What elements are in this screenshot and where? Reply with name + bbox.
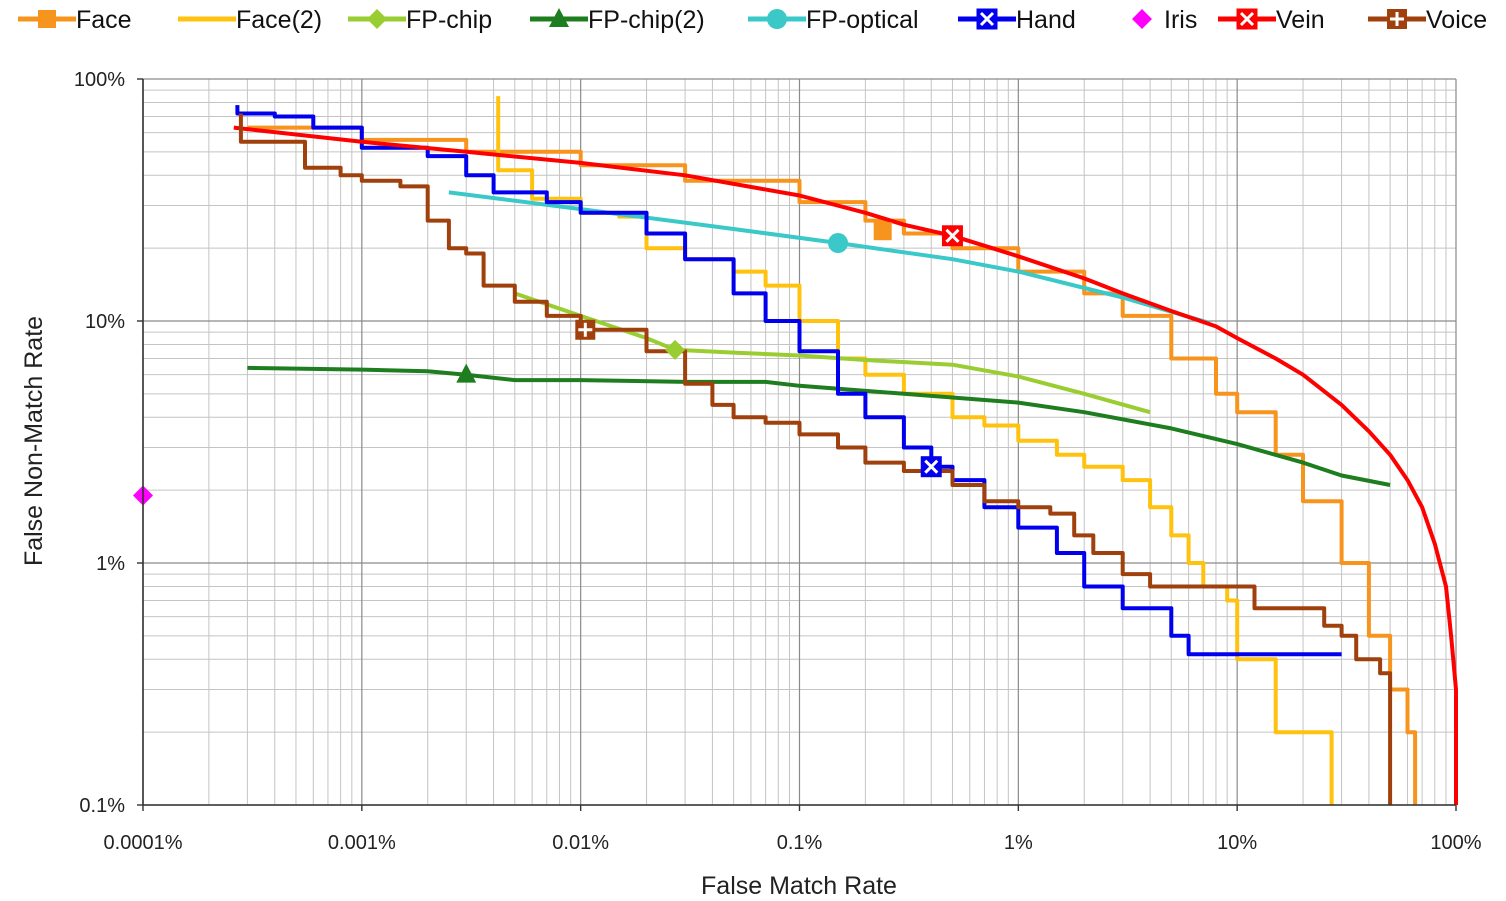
legend-label-hand: Hand <box>1016 6 1076 34</box>
legend-label-fp-optical: FP-optical <box>806 6 919 34</box>
series-marker-face <box>873 222 892 241</box>
legend-item-face: Face <box>18 6 132 34</box>
x-tick-label: 100% <box>1430 832 1481 854</box>
legend-item-face-2: Face(2) <box>178 6 322 34</box>
y-tick-label: 1% <box>96 553 125 575</box>
legend-label-fp-chip: FP-chip <box>406 6 492 34</box>
x-tick-label: 1% <box>1004 832 1033 854</box>
y-tick-label: 100% <box>74 69 125 91</box>
series-marker-hand <box>920 456 942 478</box>
legend-marker-vein <box>1236 8 1258 30</box>
legend-label-voice: Voice <box>1426 6 1487 34</box>
y-tick-label: 0.1% <box>79 795 125 817</box>
legend-item-fp-optical: FP-optical <box>748 6 919 34</box>
legend-item-fp-chip: FP-chip <box>348 6 492 34</box>
legend-label-vein: Vein <box>1276 6 1325 34</box>
legend-swatch-iris <box>1132 9 1152 29</box>
legend-label-fp-chip-2: FP-chip(2) <box>588 6 705 34</box>
x-tick-label: 10% <box>1217 832 1257 854</box>
y-tick-label: 10% <box>85 311 125 333</box>
series-line-voice <box>238 113 1393 805</box>
series-line-hand <box>235 105 1342 657</box>
series-marker-fp-chip-2 <box>456 363 477 383</box>
series-line-fp-optical <box>448 190 1211 326</box>
axes: 0.0001% 0.001% 0.01% 0.1% 1% 10% 100% 0.1% 1% 10%… <box>74 69 1482 854</box>
series-marker-vein <box>941 225 963 247</box>
legend-marker-voice <box>1387 9 1407 29</box>
legend-marker-hand <box>976 8 998 30</box>
series-line-face-2 <box>496 96 1334 805</box>
legend-item-fp-chip-2: FP-chip(2) <box>530 6 705 34</box>
series-marker-voice <box>575 319 596 340</box>
x-tick-label: 0.1% <box>777 832 823 854</box>
legend-marker-fp-chip-2 <box>549 8 569 27</box>
legend-label-iris: Iris <box>1164 6 1197 34</box>
x-axis-title: False Match Rate <box>701 872 897 900</box>
series-marker-fp-optical <box>828 233 849 254</box>
x-tick-label: 0.01% <box>552 832 609 854</box>
series-layer <box>233 96 1458 805</box>
legend-item-iris: Iris <box>1132 6 1197 34</box>
legend-item-voice: Voice <box>1368 6 1487 34</box>
legend-item-hand: Hand <box>958 6 1076 34</box>
series-line-fp-chip-2 <box>247 365 1391 487</box>
legend-marker-fp-optical <box>767 9 787 29</box>
series-line-face <box>247 125 1418 805</box>
legend-marker-face <box>38 10 56 28</box>
legend-label-face-2: Face(2) <box>236 6 322 34</box>
series-line-vein <box>233 125 1458 805</box>
legend-item-vein: Vein <box>1218 6 1325 34</box>
legend: Face Face(2) FP-chip FP-chip(2) FP-optical Ha… <box>18 6 1487 34</box>
x-tick-label: 0.0001% <box>104 832 183 854</box>
legend-label-face: Face <box>76 6 132 34</box>
y-axis-title: False Non-Match Rate <box>20 316 48 566</box>
legend-marker-fp-chip <box>367 9 387 29</box>
series-marker-fp-chip <box>665 339 686 360</box>
x-tick-label: 0.001% <box>328 832 396 854</box>
